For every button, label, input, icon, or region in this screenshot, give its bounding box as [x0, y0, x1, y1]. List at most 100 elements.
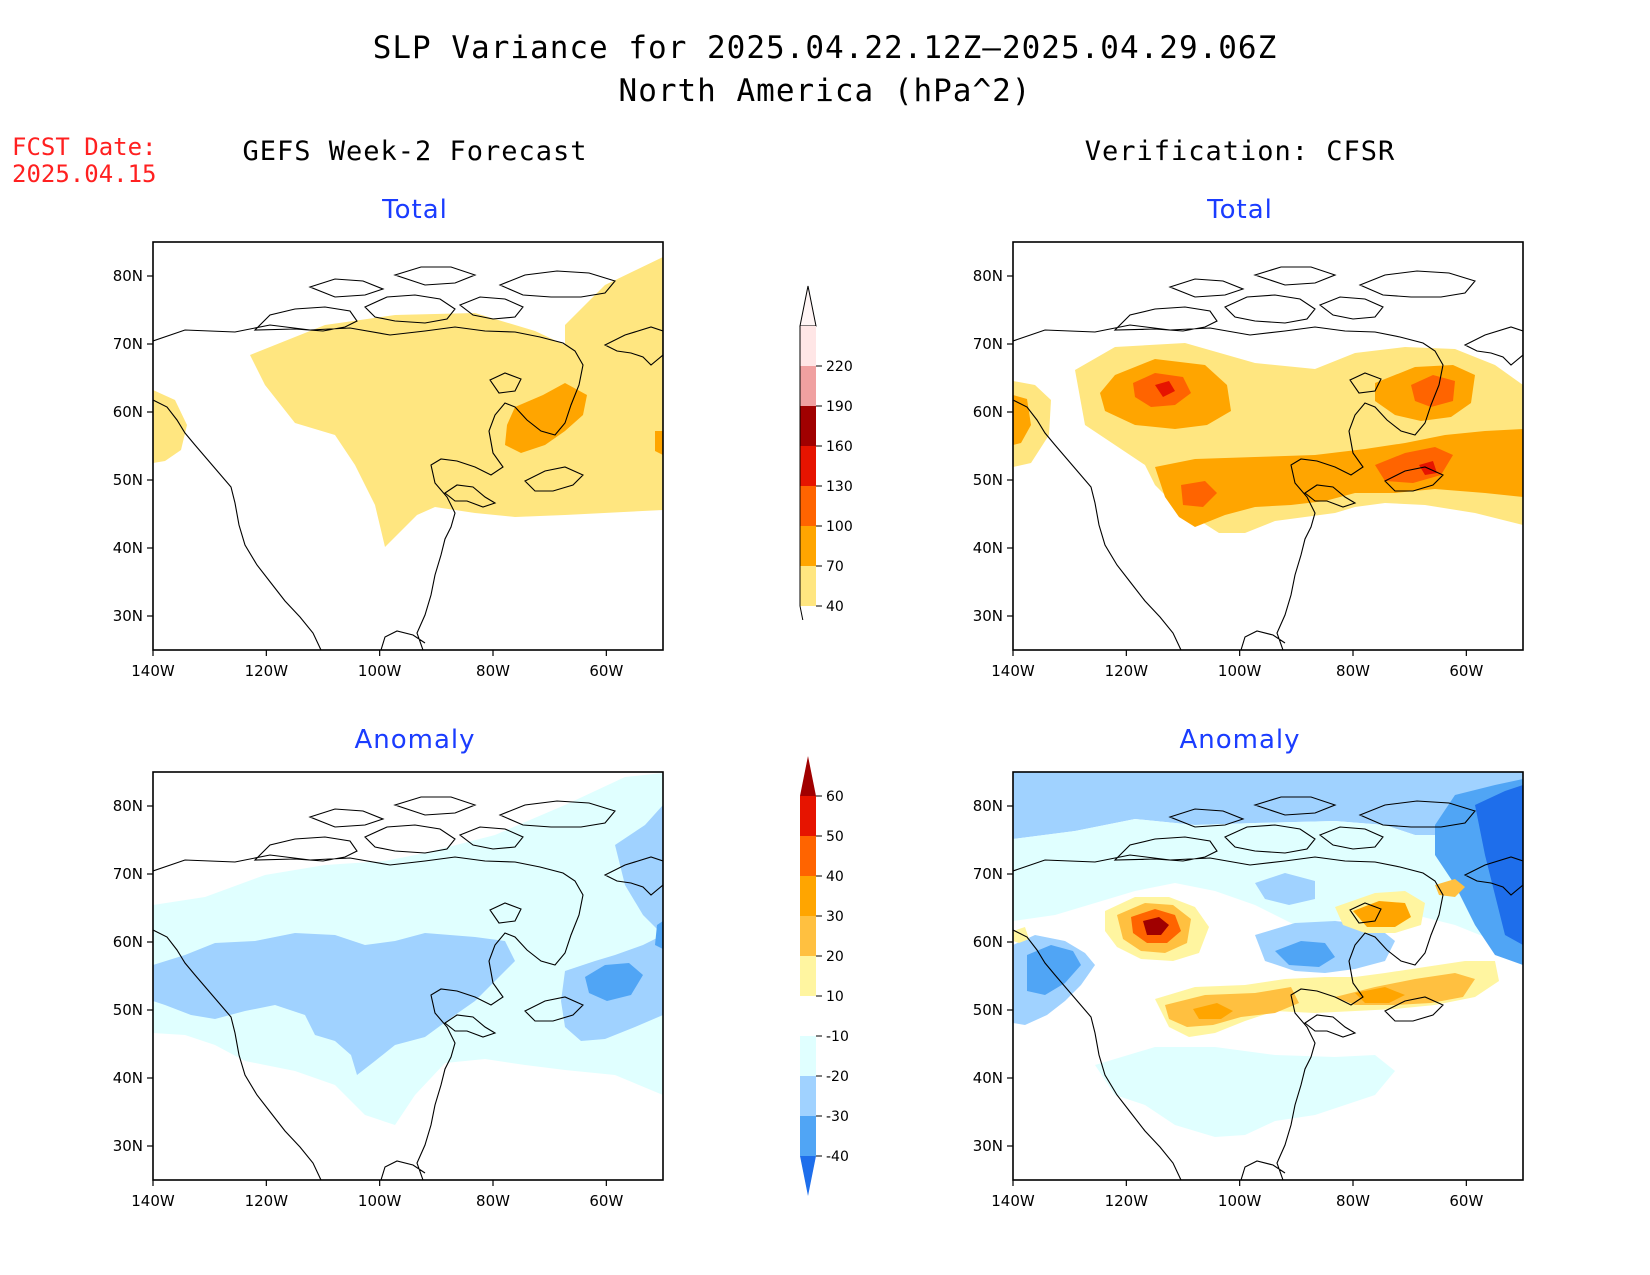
colorbar-label: 220 — [826, 359, 853, 375]
colorbar-label: -10 — [826, 1029, 849, 1045]
lat-tick-label: 40N — [973, 1069, 1003, 1087]
contour-fill-m20 — [153, 933, 515, 1075]
map-frame — [1012, 771, 1524, 1181]
lat-tick-label: 60N — [113, 933, 143, 951]
contour-fill-c130 — [1155, 381, 1175, 397]
colorbar-segment — [800, 406, 816, 446]
colorbar-label: 30 — [826, 909, 844, 925]
lat-tick-label: 70N — [973, 335, 1003, 353]
lat-tick-label: 50N — [113, 1001, 143, 1019]
lon-tick-label: 100W — [1218, 662, 1262, 680]
panel-subtitle-gefs-anomaly: Anomaly — [354, 725, 476, 755]
panel-subtitle-cfsr-anomaly: Anomaly — [1179, 725, 1301, 755]
lon-tick-label: 80W — [476, 662, 510, 680]
contour-fill-m30 — [585, 963, 643, 1001]
colorbar-segment — [800, 836, 816, 876]
lon-tick-label: 80W — [1336, 662, 1370, 680]
colorbar-label: 100 — [826, 519, 853, 535]
left-column-title: GEFS Week-2 Forecast — [242, 136, 588, 167]
contour-fill-a30 — [1353, 901, 1411, 927]
lat-tick-label: 30N — [973, 607, 1003, 625]
lon-tick-label: 120W — [1105, 662, 1149, 680]
shaded-contours — [153, 257, 663, 650]
lat-tick-label: 60N — [973, 933, 1003, 951]
lon-tick-label: 120W — [1105, 1192, 1149, 1210]
colorbar-segment — [800, 796, 816, 836]
colorbar-segment — [800, 916, 816, 956]
contour-fill-m30 — [655, 921, 663, 949]
lon-tick-label: 120W — [245, 1192, 289, 1210]
lat-tick-label: 80N — [973, 797, 1003, 815]
contour-fill-c100 — [1375, 447, 1453, 483]
coastline — [153, 266, 663, 650]
colorbar-label: 130 — [826, 479, 853, 495]
shaded-contours — [1013, 266, 1523, 650]
colorbar-arrow-top — [799, 285, 817, 327]
contour-fill-c70 — [505, 383, 587, 453]
lat-tick-label: 80N — [113, 267, 143, 285]
lat-tick-label: 40N — [113, 1069, 143, 1087]
contour-fill-m30 — [1275, 941, 1335, 967]
coastline — [153, 796, 663, 1180]
lon-tick-label: 140W — [131, 662, 175, 680]
shaded-contours — [153, 773, 663, 1180]
colorbar-label: -40 — [826, 1149, 849, 1165]
lat-tick-label: 70N — [113, 335, 143, 353]
lon-tick-label: 80W — [476, 1192, 510, 1210]
colorbar-segment — [800, 566, 816, 606]
lat-tick-label: 80N — [973, 267, 1003, 285]
contour-fill-c70 — [655, 431, 663, 455]
lat-tick-label: 30N — [113, 1137, 143, 1155]
colorbar-segment — [800, 876, 816, 916]
shaded-contours — [1013, 772, 1523, 1180]
colorbar-anomaly: 60 50 40 30 20 10 -10 -20 -30 -40 — [800, 756, 849, 1196]
panel-subtitle-gefs-total: Total — [382, 195, 448, 225]
map-panel-cfsr-anomaly: 140W 120W 100W 80W 60W 80N 70N 60N 50N 40N 30N — [973, 771, 1524, 1210]
contour-fill-c40 — [250, 257, 663, 547]
colorbar-segment — [800, 1076, 816, 1116]
colorbar-label: 50 — [826, 829, 844, 845]
contour-fill-c70 — [1013, 395, 1031, 445]
contour-fill-a60 — [1143, 917, 1169, 935]
lat-tick-label: 40N — [973, 539, 1003, 557]
contour-fill-c100 — [1411, 375, 1455, 407]
map-panel-gefs-anomaly: 140W 120W 100W 80W 60W 80N 70N 60N 50N 40N 30N — [113, 771, 664, 1210]
lat-tick-label: 60N — [113, 403, 143, 421]
contour-fill-a30 — [1355, 987, 1405, 1003]
fcst-date-value: 2025.04.15 — [12, 160, 157, 188]
colorbar-segment — [800, 956, 816, 996]
contour-fill-m20 — [615, 805, 663, 935]
map-frame — [152, 241, 664, 651]
contour-fill-m10 — [1095, 1047, 1395, 1137]
lat-tick-label: 50N — [113, 471, 143, 489]
colorbar-label: -30 — [826, 1109, 849, 1125]
colorbar-segment — [800, 486, 816, 526]
figure-title: SLP Variance for 2025.04.22.12Z–2025.04.… — [372, 30, 1278, 66]
colorbar-label: 20 — [826, 949, 844, 965]
contour-fill-m30 — [1027, 945, 1081, 995]
lon-tick-label: 140W — [131, 1192, 175, 1210]
lat-tick-label: 50N — [973, 471, 1003, 489]
colorbar-arrow-bottom — [800, 1156, 816, 1196]
map-panel-cfsr-total: 140W 120W 100W 80W 60W 80N 70N 60N 50N 40N 30N — [973, 241, 1524, 680]
lat-tick-label: 30N — [113, 607, 143, 625]
colorbar-segment — [800, 1116, 816, 1156]
lon-tick-label: 60W — [589, 1192, 623, 1210]
right-column-title: Verification: CFSR — [1084, 136, 1396, 167]
colorbar-segment — [800, 326, 816, 366]
coastline — [1013, 796, 1523, 1180]
lat-tick-label: 60N — [973, 403, 1003, 421]
colorbar-label: 60 — [826, 789, 844, 805]
map-frame — [152, 771, 664, 1181]
colorbar-segment — [800, 366, 816, 406]
colorbar-segment — [800, 526, 816, 566]
colorbar-label: 70 — [826, 559, 844, 575]
lon-tick-label: 80W — [1336, 1192, 1370, 1210]
lat-tick-label: 70N — [973, 865, 1003, 883]
colorbar-total: 40 70 100 130 160 190 220 — [799, 285, 853, 620]
contour-fill-a10 — [1013, 927, 1029, 943]
contour-fill-a30 — [1193, 1003, 1233, 1019]
lon-tick-label: 140W — [991, 1192, 1035, 1210]
lat-tick-label: 40N — [113, 539, 143, 557]
contour-fill-c100 — [1181, 481, 1217, 507]
